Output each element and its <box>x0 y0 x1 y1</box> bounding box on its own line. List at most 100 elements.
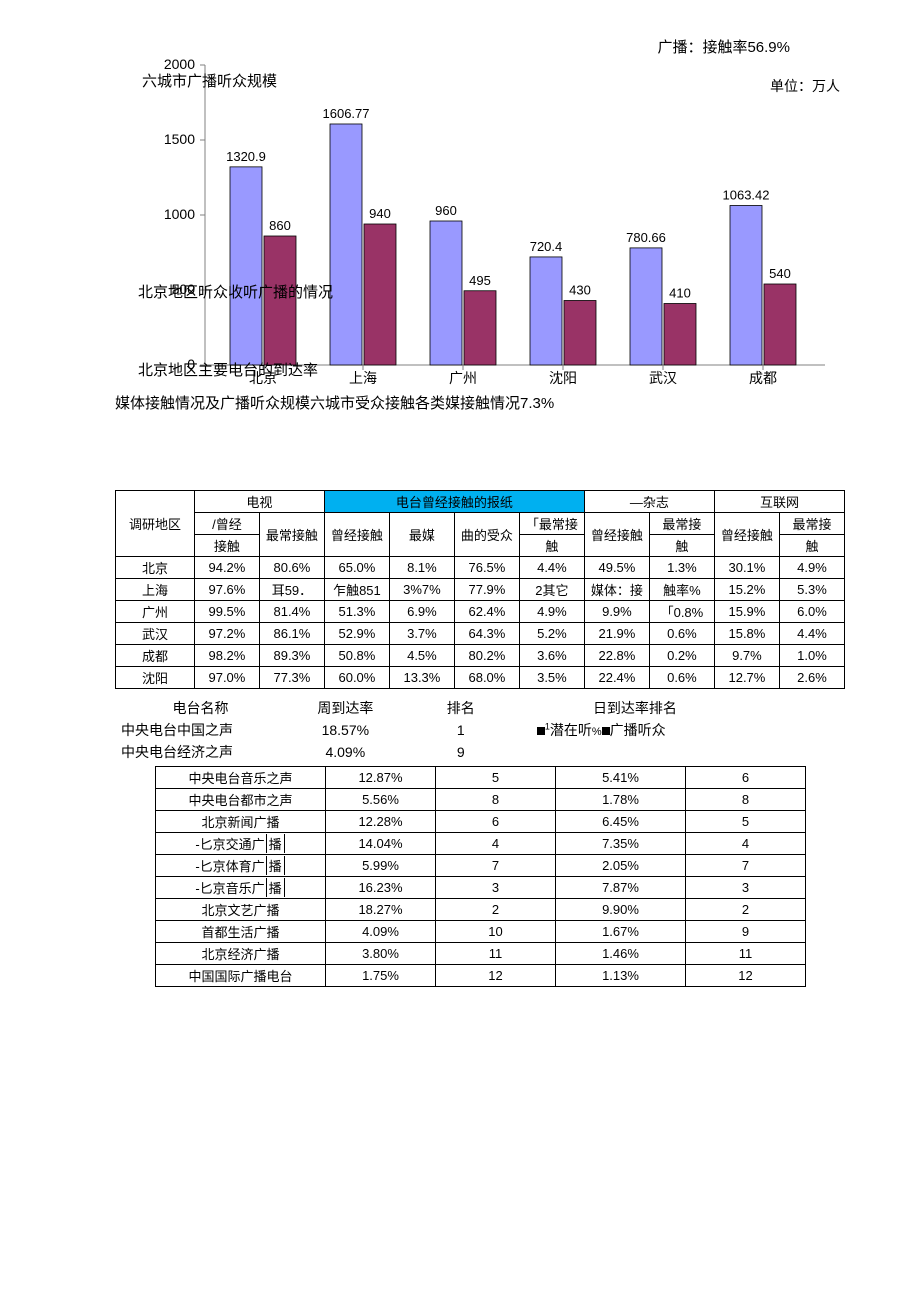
t2-h3: 排名 <box>407 698 515 718</box>
rank: 2 <box>436 899 556 921</box>
media-contact-table: 调研地区电视电台曾经接触的报纸—杂志互联网/曾经最常接触曾经接触最媒曲的受众「最… <box>115 490 845 689</box>
chart-caption: 媒体接触情况及广播听众规模六城市受众接触各类媒接触情况7.3% <box>115 392 554 413</box>
value-cell: 81.4% <box>259 601 324 623</box>
table1-subhead: 曾经接触 <box>324 513 389 557</box>
t2-head-row: 电台名称周到达率排名日到达率排名 <box>117 698 753 718</box>
station-name: 中央电台音乐之声 <box>156 767 326 789</box>
station-name: -匕京交通广播 <box>156 833 326 855</box>
value-cell: 0.6% <box>649 623 714 645</box>
value-cell: 76.5% <box>454 557 519 579</box>
day-rank: 7 <box>686 855 806 877</box>
value-cell: 80.2% <box>454 645 519 667</box>
value-cell: 22.8% <box>584 645 649 667</box>
station-name: 中国国际广播电台 <box>156 965 326 987</box>
t2-r2: 中央电台经济之声4.09%9 <box>117 742 753 762</box>
value-cell: 耳59． <box>259 579 324 601</box>
t2-h4: 日到达率排名 <box>517 698 753 718</box>
svg-text:960: 960 <box>435 203 457 218</box>
t2-r1c1: 中央电台中国之声 <box>117 720 284 740</box>
svg-text:430: 430 <box>569 283 591 298</box>
value-cell: 12.7% <box>714 667 779 689</box>
value-cell: 65.0% <box>324 557 389 579</box>
region-cell: 北京 <box>116 557 195 579</box>
value-cell: 21.9% <box>584 623 649 645</box>
day-rank: 4 <box>686 833 806 855</box>
station-reach-section: 电台名称周到达率排名日到达率排名中央电台中国之声18.57%11潜在听%广播听众… <box>115 696 845 987</box>
day-reach: 6.45% <box>556 811 686 833</box>
table-row: 上海97.6%耳59．乍触8513%7%77.9%2其它媒体：接触率%15.2%… <box>116 579 845 601</box>
svg-text:780.66: 780.66 <box>626 230 666 245</box>
table1-subhead2: 触 <box>649 535 714 557</box>
value-cell: 4.4% <box>779 623 844 645</box>
table1-subhead: 最常接 <box>649 513 714 535</box>
day-rank: 12 <box>686 965 806 987</box>
week-reach: 3.80% <box>326 943 436 965</box>
value-cell: 22.4% <box>584 667 649 689</box>
region-cell: 武汉 <box>116 623 195 645</box>
value-cell: 5.3% <box>779 579 844 601</box>
week-reach: 5.99% <box>326 855 436 877</box>
table-row: 中央电台都市之声5.56%81.78%8 <box>156 789 806 811</box>
day-reach: 7.35% <box>556 833 686 855</box>
day-rank: 9 <box>686 921 806 943</box>
value-cell: 68.0% <box>454 667 519 689</box>
value-cell: 62.4% <box>454 601 519 623</box>
chart-title: 六城市广播听众规模 <box>142 70 277 91</box>
day-rank: 3 <box>686 877 806 899</box>
rank: 7 <box>436 855 556 877</box>
table-row: 首都生活广播4.09%101.67%9 <box>156 921 806 943</box>
table-row: 成都98.2%89.3%50.8%4.5%80.2%3.6%22.8%0.2%9… <box>116 645 845 667</box>
value-cell: 97.0% <box>194 667 259 689</box>
value-cell: 0.2% <box>649 645 714 667</box>
value-cell: 64.3% <box>454 623 519 645</box>
value-cell: 1.3% <box>649 557 714 579</box>
table-row: -匕京交通广播14.04%47.35%4 <box>156 833 806 855</box>
value-cell: 99.5% <box>194 601 259 623</box>
table1-subhead: 最常接 <box>779 513 844 535</box>
week-reach: 4.09% <box>326 921 436 943</box>
value-cell: 86.1% <box>259 623 324 645</box>
value-cell: 97.2% <box>194 623 259 645</box>
svg-text:成都: 成都 <box>749 370 777 385</box>
week-reach: 14.04% <box>326 833 436 855</box>
t2-r2c3: 9 <box>407 742 515 762</box>
value-cell: 9.7% <box>714 645 779 667</box>
svg-text:495: 495 <box>469 273 491 288</box>
svg-text:沈阳: 沈阳 <box>549 370 577 385</box>
value-cell: 80.6% <box>259 557 324 579</box>
value-cell: 94.2% <box>194 557 259 579</box>
table1-subhead2: 触 <box>779 535 844 557</box>
day-reach: 9.90% <box>556 899 686 921</box>
rank: 12 <box>436 965 556 987</box>
value-cell: 13.3% <box>389 667 454 689</box>
day-reach: 1.46% <box>556 943 686 965</box>
table1-subhead: 最媒 <box>389 513 454 557</box>
svg-text:1320.9: 1320.9 <box>226 149 266 164</box>
t2-h2: 周到达率 <box>286 698 405 718</box>
svg-text:1000: 1000 <box>164 206 195 222</box>
svg-text:武汉: 武汉 <box>649 370 677 385</box>
day-reach: 1.13% <box>556 965 686 987</box>
day-rank: 8 <box>686 789 806 811</box>
station-reach-table: 中央电台音乐之声12.87%55.41%6中央电台都市之声5.56%81.78%… <box>155 766 806 987</box>
week-reach: 12.28% <box>326 811 436 833</box>
svg-text:1500: 1500 <box>164 131 195 147</box>
svg-text:广州: 广州 <box>449 370 477 385</box>
table1-region-header: 调研地区 <box>116 491 195 557</box>
table1-subhead2: 触 <box>519 535 584 557</box>
value-cell: 77.9% <box>454 579 519 601</box>
chart-mid-overlay: 北京地区听众收听广播的情况 <box>138 281 333 302</box>
svg-text:540: 540 <box>769 266 791 281</box>
table-row: 北京新闻广播12.28%66.45%5 <box>156 811 806 833</box>
value-cell: 「0.8% <box>649 601 714 623</box>
value-cell: 6.0% <box>779 601 844 623</box>
table1-group-tv: 电视 <box>194 491 324 513</box>
rank: 11 <box>436 943 556 965</box>
region-cell: 上海 <box>116 579 195 601</box>
value-cell: 0.6% <box>649 667 714 689</box>
station-name: 北京新闻广播 <box>156 811 326 833</box>
value-cell: 1.0% <box>779 645 844 667</box>
day-rank: 5 <box>686 811 806 833</box>
station-name: 中央电台都市之声 <box>156 789 326 811</box>
value-cell: 98.2% <box>194 645 259 667</box>
